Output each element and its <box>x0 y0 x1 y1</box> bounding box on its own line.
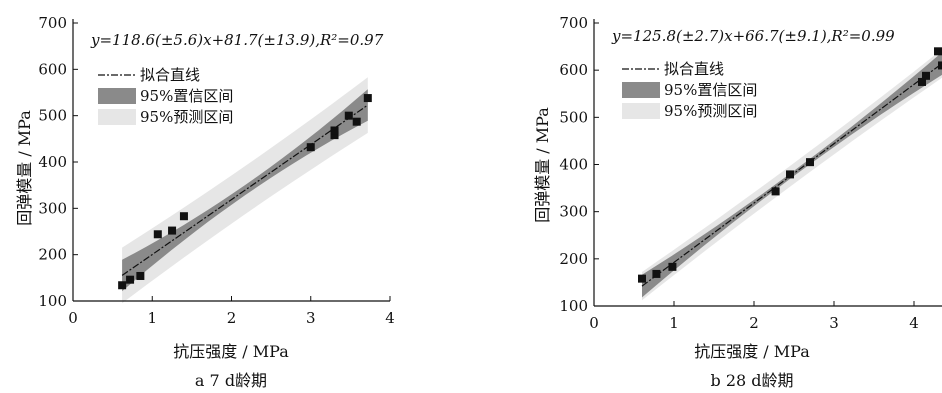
legend-pi-label: 95%预测区间 <box>664 102 757 120</box>
y-tick-label: 500 <box>38 107 67 125</box>
legend-ci-label: 95%置信区间 <box>664 81 757 99</box>
data-point <box>652 269 661 278</box>
data-point <box>126 275 135 284</box>
x-tick-label: 3 <box>829 314 839 332</box>
y-tick-label: 700 <box>38 14 67 32</box>
axes <box>593 19 942 307</box>
x-tick-label: 4 <box>909 314 919 332</box>
y-tick-label: 100 <box>38 292 67 310</box>
tick-labels: 0 1 2 3 4 100 200 300 400 500 600 700 <box>38 14 394 327</box>
y-tick-label: 600 <box>559 61 588 79</box>
data-point <box>352 117 361 126</box>
y-axis-label: 回弹模量 / MPa <box>15 110 34 226</box>
legend-pi-label: 95%预测区间 <box>140 108 233 126</box>
data-point <box>934 47 942 56</box>
y-axis-label: 回弹模量 / MPa <box>533 107 552 223</box>
x-tick-label: 0 <box>589 314 599 332</box>
interval-bands <box>121 77 369 304</box>
data-point <box>179 212 188 221</box>
y-tick-label: 200 <box>38 246 67 264</box>
fit-line <box>121 104 369 276</box>
data-point <box>806 158 814 167</box>
panel-caption: a 7 d龄期 <box>195 371 267 390</box>
data-point <box>118 281 127 290</box>
y-tick-label: 300 <box>559 203 588 221</box>
data-point <box>344 111 353 120</box>
legend-ci-swatch <box>622 82 660 98</box>
x-tick-label: 2 <box>749 314 759 332</box>
legend-pi-swatch <box>98 109 136 125</box>
data-point <box>638 274 646 283</box>
y-tick-label: 300 <box>38 199 67 217</box>
axes <box>72 19 391 302</box>
legend-ci-swatch <box>98 88 136 104</box>
data-point <box>922 71 930 80</box>
legend: 拟合直线 95%置信区间 95%预测区间 <box>622 60 757 120</box>
fit-equation: y=118.6(±5.6)x+81.7(±13.9),R²=0.97 <box>90 31 384 49</box>
legend-ci-label: 95%置信区间 <box>140 87 233 105</box>
x-axis-label: 抗压强度 / MPa <box>173 342 289 361</box>
x-tick-label: 1 <box>669 314 679 332</box>
data-point <box>668 262 677 271</box>
y-tick-label: 400 <box>38 153 67 171</box>
data-point <box>306 143 315 152</box>
y-tick-label: 400 <box>559 156 588 174</box>
data-point <box>786 170 794 179</box>
y-tick-label: 100 <box>559 297 588 315</box>
chart-panel-7d: 0 1 2 3 4 100 200 300 400 500 600 700 拟合直线 95%置信区间 95… <box>15 14 395 390</box>
legend-fit-label: 拟合直线 <box>664 60 724 78</box>
legend-fit-label: 拟合直线 <box>140 66 200 84</box>
x-tick-label: 4 <box>385 309 395 327</box>
data-point <box>330 131 339 140</box>
x-tick-label: 0 <box>68 309 78 327</box>
tick-labels: 0 1 2 3 4 100 200 300 400 500 600 700 <box>559 14 918 332</box>
data-point <box>363 94 372 103</box>
data-points <box>638 47 942 283</box>
fit-equation: y=125.8(±2.7)x+66.7(±9.1),R²=0.99 <box>611 27 895 45</box>
x-axis-label: 抗压强度 / MPa <box>694 342 810 361</box>
data-point <box>168 226 177 235</box>
data-point <box>136 271 145 280</box>
x-tick-label: 1 <box>147 309 157 327</box>
data-points <box>118 94 372 290</box>
data-point <box>918 77 926 86</box>
data-point <box>938 61 942 70</box>
x-tick-label: 2 <box>227 309 237 327</box>
y-tick-label: 600 <box>38 60 67 78</box>
panel-caption: b 28 d龄期 <box>710 371 793 390</box>
y-tick-label: 700 <box>559 14 588 32</box>
legend: 拟合直线 95%置信区间 95%预测区间 <box>98 66 233 126</box>
data-point <box>330 126 339 135</box>
chart-panel-28d: 0 1 2 3 4 100 200 300 400 500 600 700 拟合直线 95%置信区间 95… <box>533 14 942 390</box>
data-point <box>153 230 162 239</box>
y-tick-label: 200 <box>559 250 588 268</box>
x-tick-label: 3 <box>306 309 316 327</box>
data-point <box>771 187 780 196</box>
y-tick-label: 500 <box>559 108 588 126</box>
legend-pi-swatch <box>622 103 660 119</box>
